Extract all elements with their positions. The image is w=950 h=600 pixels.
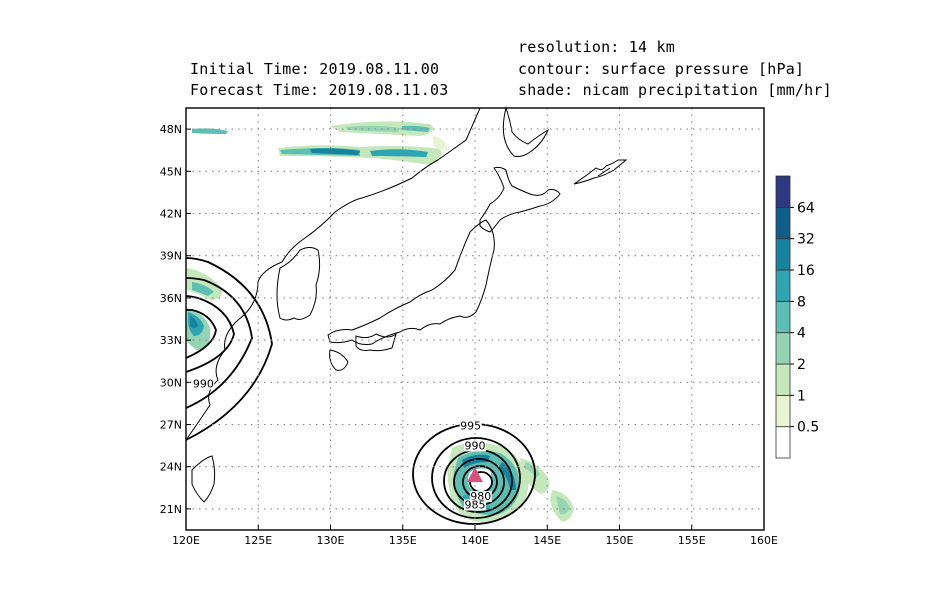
y-tick-label: 24N [160,461,182,474]
colorbar-swatch [775,300,791,334]
colorbar-label: 8 [797,294,806,310]
coastlines [185,106,628,503]
colorbar: 0.5 1 2 4 8 16 32 64 [775,175,819,459]
contour-label-bg [192,378,215,390]
contour-label-bg [464,499,486,511]
x-tick-label: 155E [678,534,706,547]
contour-label: 985 [465,498,486,511]
typhoon-center-marker [467,467,483,483]
x-tick-label: 145E [533,534,561,547]
colorbar-swatch [775,206,791,240]
colorbar-label: 64 [797,200,815,216]
contour-label: 990 [465,439,486,452]
x-tick-label: 130E [317,534,345,547]
contour-label: 990 [193,378,214,391]
axis-labels: 120E 125E 130E 135E 140E 145E 150E 155E 160E 21N 2… [160,123,778,547]
colorbar-swatch [775,363,791,396]
forecast-time-label: Forecast Time: 2019.08.11.03 [190,81,449,99]
x-tick-label: 150E [606,534,634,547]
shade-label: shade: nicam precipitation [mm/hr] [518,81,832,99]
x-tick-label: 135E [389,534,417,547]
colorbar-label: 16 [797,263,815,279]
x-tick-label: 120E [172,534,200,547]
contour-label-bg [469,491,492,503]
contour-label: contour: surface pressure [hPa] [518,60,805,78]
colorbar-swatch [775,332,791,365]
y-tick-label: 45N [160,165,182,178]
gridlines [186,108,764,530]
colorbar-label: 4 [797,326,806,342]
y-tick-label: 39N [160,250,182,263]
colorbar-swatch [775,426,791,459]
contour-label-bg [459,420,482,432]
y-tick-label: 21N [160,503,182,516]
y-tick-label: 33N [160,334,182,347]
x-tick-label: 125E [244,534,272,547]
colorbar-label: 0.5 [797,420,819,436]
y-tick-label: 36N [160,292,182,305]
initial-time-label: Initial Time: 2019.08.11.00 [190,60,440,78]
colorbar-swatch [775,269,791,302]
x-tick-label: 160E [750,534,778,547]
resolution-label: resolution: 14 km [518,38,675,56]
pressure-contours [185,257,536,525]
colorbar-swatch [775,238,791,271]
y-tick-label: 48N [160,123,182,136]
colorbar-swatch [775,394,791,428]
y-tick-label: 30N [160,376,182,389]
colorbar-label: 1 [797,388,806,404]
isobar-990 [431,437,521,519]
colorbar-label: 2 [797,357,806,373]
colorbar-swatch [775,175,791,208]
contour-label: 995 [460,420,481,433]
y-tick-label: 27N [160,419,182,432]
y-tick-label: 42N [160,208,182,221]
contour-label-bg [464,440,486,452]
colorbar-label: 32 [797,232,815,248]
x-tick-label: 140E [461,534,489,547]
